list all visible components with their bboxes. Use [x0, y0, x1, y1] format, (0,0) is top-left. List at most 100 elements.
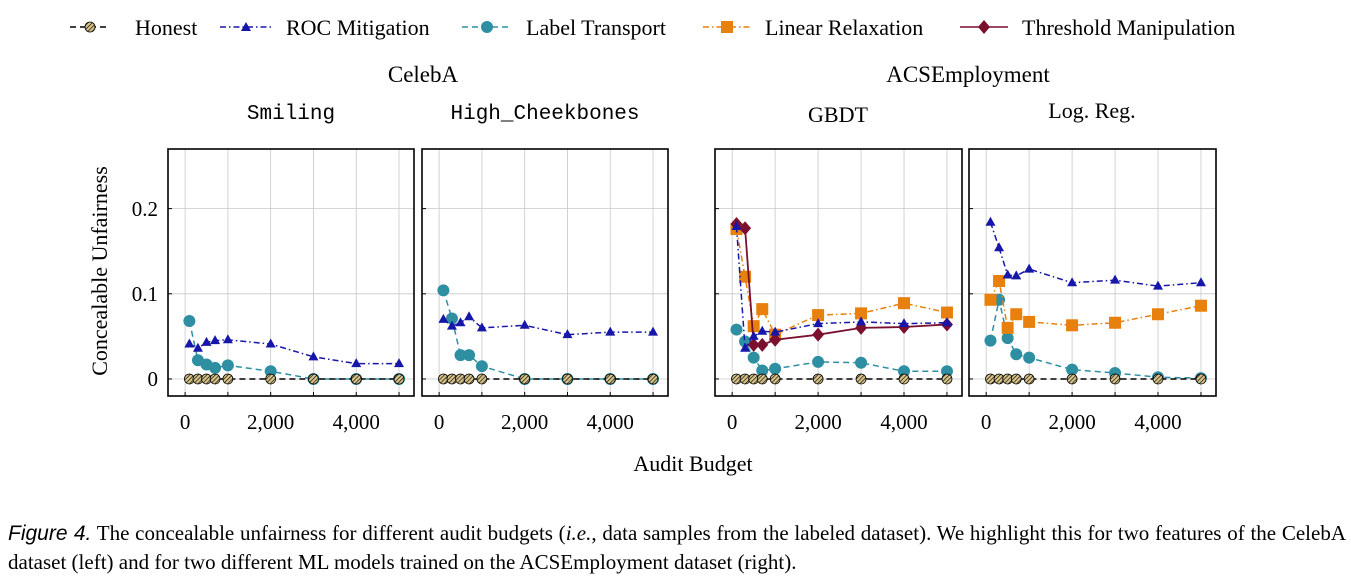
point-label-100 [984, 334, 997, 347]
point-label-2000 [812, 355, 825, 368]
point-threshold-2000 [812, 327, 825, 342]
series-high-cheekbones [437, 284, 660, 385]
series-logreg [984, 216, 1207, 385]
series-line-label [188, 320, 400, 380]
series-line-label [735, 329, 947, 373]
series-line-label [442, 290, 654, 380]
point-roc-1000 [476, 322, 487, 332]
series-line-roc [989, 222, 1202, 287]
point-label-5000 [940, 365, 953, 378]
legend-entry-label: Label Transport [462, 15, 666, 40]
y-tick-label-0-2: 0.2 [132, 197, 158, 221]
y-tick-label-0: 0 [148, 367, 159, 391]
point-honest-5000 [647, 373, 659, 385]
legend-marker-linear [721, 21, 733, 33]
point-honest-700 [209, 373, 221, 385]
point-linear-700 [1010, 308, 1023, 321]
group-title-celeba: CelebA [388, 62, 459, 87]
point-label-2000 [1066, 363, 1079, 376]
series-smiling [183, 315, 406, 385]
legend-marker-honest [84, 21, 96, 33]
point-roc-5000 [941, 317, 952, 327]
point-label-100 [183, 315, 196, 328]
point-label-700 [209, 361, 222, 374]
x-tick-label: 4,000 [333, 410, 380, 434]
x-tick-label: 0 [180, 410, 191, 434]
point-linear-300 [993, 275, 1006, 288]
point-label-100 [437, 284, 450, 297]
group-title-acs: ACSEmployment [886, 62, 1050, 87]
point-label-3000 [855, 356, 868, 369]
point-linear-4000 [1152, 308, 1165, 321]
point-label-500 [1001, 332, 1014, 345]
caption-text-2: , data samples from the labeled dataset)… [8, 521, 1346, 574]
legend-entry-honest: Honest [70, 15, 197, 40]
point-roc-3000 [856, 316, 867, 326]
x-tick-label: 4,000 [587, 410, 634, 434]
point-label-500 [747, 351, 760, 364]
x-tick-label: 2,000 [247, 410, 294, 434]
point-roc-300 [446, 320, 457, 330]
x-tick-label: 0 [434, 410, 445, 434]
figure-caption: Figure 4. The concealable unfairness for… [8, 519, 1346, 576]
legend-label-roc: ROC Mitigation [286, 15, 430, 40]
point-honest-4000 [604, 373, 616, 385]
panel-title-smiling: Smiling [247, 103, 335, 126]
point-threshold-300 [739, 221, 752, 236]
series-line-roc [735, 226, 947, 351]
point-linear-500 [747, 320, 760, 333]
point-honest-3000 [562, 373, 573, 385]
point-roc-3000 [562, 329, 573, 339]
point-roc-1000 [222, 334, 233, 344]
point-honest-3000 [1109, 373, 1121, 385]
point-honest-2000 [812, 373, 824, 385]
point-roc-500 [455, 317, 466, 327]
point-linear-5000 [940, 306, 953, 319]
point-linear-1000 [1023, 315, 1036, 328]
y-tick-labels: 0 0.1 0.2 [132, 197, 158, 391]
x-ticks-smiling: 0 2,000 4,000 [168, 208, 400, 434]
series-line-roc [189, 339, 400, 365]
point-honest-5000 [941, 373, 953, 385]
point-honest-1000 [476, 373, 488, 385]
point-label-100 [730, 323, 743, 336]
caption-text-1: The concealable unfairness for different… [91, 521, 566, 545]
x-tick-label: 2,000 [794, 410, 841, 434]
point-roc-3000 [1110, 274, 1121, 284]
panel-gbdt: 0 2,000 4,000 [714, 148, 963, 434]
point-roc-700 [210, 335, 221, 345]
x-ticks-high-cheekbones: 0 2,000 4,000 [422, 208, 654, 434]
point-roc-700 [464, 311, 475, 321]
point-roc-4000 [605, 326, 616, 336]
point-roc-5000 [1195, 277, 1206, 287]
point-honest-2000 [1066, 373, 1078, 385]
legend-entry-threshold: Threshold Manipulation [960, 15, 1235, 40]
grid-gbdt [715, 149, 962, 396]
legend-label-threshold: Threshold Manipulation [1022, 15, 1235, 40]
x-ticks-logreg: 0 2,000 4,000 [969, 208, 1202, 434]
point-roc-100 [184, 338, 195, 348]
legend-label-honest: Honest [135, 15, 197, 40]
legend-entry-linear: Linear Relaxation [703, 15, 923, 40]
point-label-700 [463, 349, 476, 362]
point-roc-100 [731, 221, 742, 231]
point-honest-1000 [769, 373, 781, 385]
point-label-1000 [475, 360, 488, 373]
x-ticks-gbdt: 0 2,000 4,000 [715, 208, 948, 434]
point-roc-4000 [351, 358, 362, 368]
point-roc-500 [201, 336, 212, 346]
caption-ie: i.e. [565, 521, 592, 545]
legend-marker-roc [241, 22, 251, 31]
point-honest-3000 [308, 373, 319, 385]
point-honest-5000 [393, 373, 405, 385]
point-roc-3000 [308, 351, 319, 361]
point-linear-4000 [898, 297, 911, 310]
plot-frame-high-cheekbones [421, 148, 669, 397]
point-linear-5000 [1194, 299, 1207, 312]
x-axis-label: Audit Budget [633, 451, 752, 476]
point-roc-700 [757, 325, 768, 335]
point-linear-2000 [1066, 319, 1079, 332]
point-threshold-700 [756, 337, 769, 352]
point-roc-500 [748, 330, 759, 340]
point-roc-1000 [1024, 263, 1035, 273]
